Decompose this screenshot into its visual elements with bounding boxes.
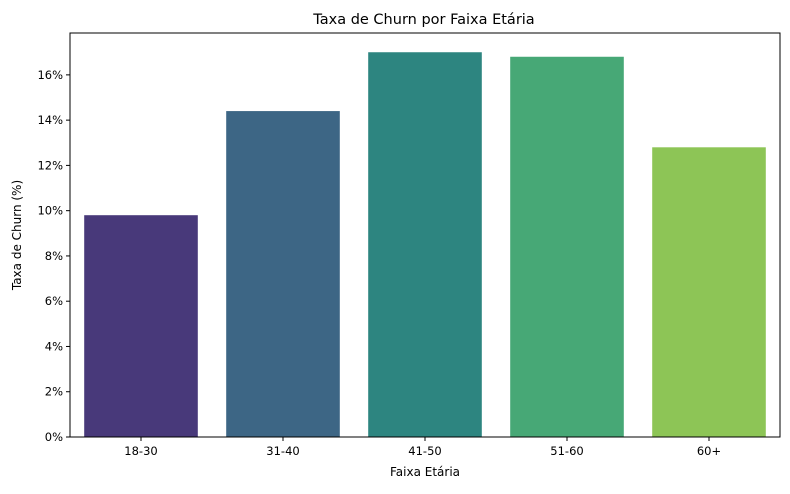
y-tick-label: 6% bbox=[45, 294, 63, 308]
chart-title: Taxa de Churn por Faixa Etária bbox=[312, 12, 534, 28]
y-tick-label: 12% bbox=[37, 158, 63, 172]
x-axis-label: Faixa Etária bbox=[390, 465, 460, 479]
x-axis: 18-30 31-40 41-50 51-60 60+ bbox=[124, 437, 721, 458]
y-tick-label: 14% bbox=[37, 113, 63, 127]
y-tick-label: 2% bbox=[45, 385, 63, 399]
y-axis: 0% 2% 4% 6% 8% 10% 12% 14% 16% bbox=[37, 68, 70, 444]
y-tick-label: 10% bbox=[37, 204, 63, 218]
x-tick-label: 31-40 bbox=[266, 444, 299, 458]
plot-frame bbox=[69, 32, 781, 438]
y-tick-label: 4% bbox=[45, 339, 63, 353]
y-axis-label: Taxa de Churn (%) bbox=[10, 180, 24, 291]
x-tick-label: 18-30 bbox=[124, 444, 157, 458]
bar-60+ bbox=[652, 147, 766, 438]
bar-51-60 bbox=[510, 56, 624, 437]
y-tick-label: 16% bbox=[37, 68, 63, 82]
x-tick-label: 51-60 bbox=[550, 444, 583, 458]
y-tick-label: 8% bbox=[45, 249, 63, 263]
y-tick-label: 0% bbox=[45, 430, 63, 444]
x-tick-label: 41-50 bbox=[408, 444, 441, 458]
bar-31-40 bbox=[226, 111, 340, 437]
bar-41-50 bbox=[368, 52, 482, 438]
bars-layer bbox=[84, 52, 766, 438]
x-tick-label: 60+ bbox=[697, 444, 721, 458]
bar-18-30 bbox=[84, 215, 198, 437]
